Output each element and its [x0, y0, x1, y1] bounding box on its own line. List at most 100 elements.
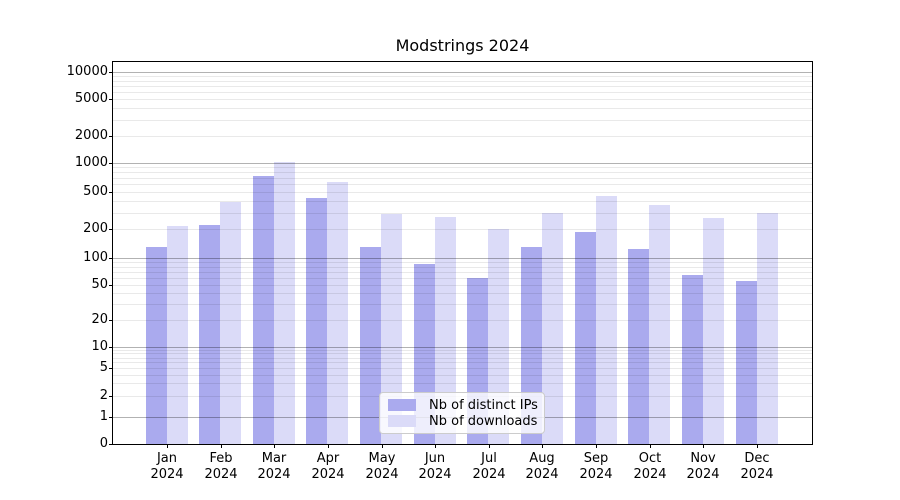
gridline-30	[113, 304, 812, 305]
gridline-60	[113, 278, 812, 279]
x-tick-mark-oct	[650, 444, 651, 448]
bar-distinct-ips-may	[360, 247, 382, 444]
x-tick-label-apr: Apr 2024	[311, 451, 345, 482]
chart-title: Modstrings 2024	[395, 36, 530, 55]
bar-downloads-feb	[220, 202, 242, 444]
x-tick-mark-sep	[596, 444, 597, 448]
x-tick-label-jul: Jul 2024	[472, 451, 506, 482]
y-tick-label-5: 5	[99, 360, 108, 375]
x-tick-mark-jan	[167, 444, 168, 448]
x-tick-label-nov: Nov 2024	[686, 451, 720, 482]
bar-distinct-ips-mar	[252, 176, 274, 444]
bar-downloads-mar	[273, 162, 295, 444]
legend-swatch-downloads	[388, 415, 416, 427]
y-tick-mark-200	[109, 229, 113, 230]
y-tick-mark-2000	[109, 136, 113, 137]
y-tick-mark-10000	[109, 72, 113, 73]
bar-downloads-jan	[166, 226, 188, 444]
gridline-500	[113, 192, 812, 193]
gridline-100	[113, 258, 812, 259]
x-tick-mark-dec	[757, 444, 758, 448]
gridline-5000	[113, 99, 812, 100]
gridline-400	[113, 201, 812, 202]
y-tick-mark-5000	[109, 99, 113, 100]
gridline-80	[113, 267, 812, 268]
gridline-200	[113, 229, 812, 230]
gridline-70	[113, 272, 812, 273]
x-tick-label-jan: Jan 2024	[150, 451, 184, 482]
y-tick-label-20: 20	[91, 312, 108, 327]
bar-distinct-ips-oct	[628, 249, 650, 444]
bar-downloads-apr	[327, 182, 349, 444]
bar-distinct-ips-dec	[735, 281, 757, 444]
gridline-6	[113, 362, 812, 363]
gridline-800	[113, 172, 812, 173]
plot-area	[112, 61, 813, 445]
x-tick-label-dec: Dec 2024	[740, 451, 774, 482]
gridline-90	[113, 262, 812, 263]
y-tick-label-10000: 10000	[66, 64, 108, 79]
x-tick-mark-may	[382, 444, 383, 448]
x-tick-label-sep: Sep 2024	[579, 451, 613, 482]
legend-entry-downloads: Nb of downloads	[388, 414, 537, 429]
bar-downloads-may	[381, 214, 403, 444]
bar-distinct-ips-jan	[145, 247, 167, 444]
gridline-4	[113, 375, 812, 376]
gridline-3	[113, 383, 812, 384]
x-tick-mark-apr	[328, 444, 329, 448]
bar-downloads-jun	[434, 217, 456, 444]
gridline-9	[113, 350, 812, 351]
x-tick-mark-jun	[435, 444, 436, 448]
gridline-10000	[113, 72, 812, 73]
gridline-3000	[113, 120, 812, 121]
y-tick-label-5000: 5000	[74, 91, 108, 106]
bar-downloads-dec	[756, 213, 778, 444]
y-tick-mark-100	[109, 258, 113, 259]
gridline-8	[113, 353, 812, 354]
bar-downloads-sep	[595, 196, 617, 444]
gridline-900	[113, 167, 812, 168]
gridline-7000	[113, 86, 812, 87]
x-tick-label-jun: Jun 2024	[418, 451, 452, 482]
legend-label-distinct-ips: Nb of distinct IPs	[429, 397, 538, 413]
gridline-300	[113, 213, 812, 214]
bar-downloads-aug	[541, 213, 563, 444]
bar-downloads-nov	[702, 218, 724, 444]
y-tick-mark-1000	[109, 163, 113, 164]
bar-downloads-jul	[488, 229, 510, 444]
gridline-1000	[113, 163, 812, 164]
gridline-4000	[113, 108, 812, 109]
gridline-7	[113, 358, 812, 359]
bar-distinct-ips-feb	[199, 225, 221, 444]
x-tick-label-feb: Feb 2024	[204, 451, 238, 482]
y-tick-mark-10	[109, 347, 113, 348]
y-tick-mark-0	[109, 444, 113, 445]
gridline-600	[113, 184, 812, 185]
legend: Nb of distinct IPs Nb of downloads	[379, 392, 545, 434]
gridline-8000	[113, 81, 812, 82]
legend-swatch-distinct-ips	[388, 399, 416, 411]
x-tick-mark-jul	[489, 444, 490, 448]
x-tick-label-mar: Mar 2024	[257, 451, 291, 482]
y-tick-label-10: 10	[91, 339, 108, 354]
x-tick-label-may: May 2024	[365, 451, 399, 482]
y-tick-label-200: 200	[83, 221, 108, 236]
x-tick-mark-feb	[221, 444, 222, 448]
x-tick-mark-mar	[274, 444, 275, 448]
x-tick-label-oct: Oct 2024	[633, 451, 667, 482]
y-tick-label-0: 0	[99, 436, 108, 451]
bar-downloads-oct	[649, 205, 671, 444]
y-tick-label-2000: 2000	[74, 128, 108, 143]
bar-distinct-ips-sep	[574, 232, 596, 444]
y-tick-label-1: 1	[99, 409, 108, 424]
y-tick-mark-5	[109, 368, 113, 369]
bar-distinct-ips-apr	[306, 198, 328, 444]
y-tick-label-1000: 1000	[74, 155, 108, 170]
gridline-700	[113, 178, 812, 179]
gridline-20	[113, 320, 812, 321]
bar-distinct-ips-nov	[681, 275, 703, 444]
y-tick-label-50: 50	[91, 277, 108, 292]
y-tick-label-100: 100	[83, 250, 108, 265]
gridline-6000	[113, 92, 812, 93]
